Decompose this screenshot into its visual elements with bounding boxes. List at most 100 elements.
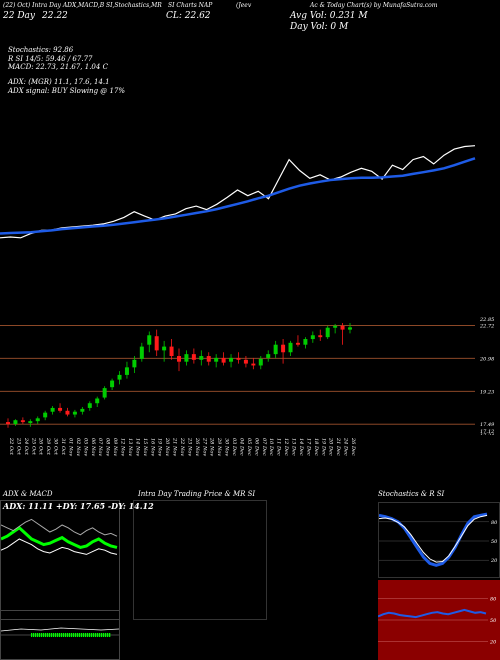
candle-body xyxy=(110,380,115,388)
date-label: 12 Dec xyxy=(283,438,289,456)
macd-line xyxy=(1,627,119,632)
date-label: 06 Nov xyxy=(90,438,96,456)
date-label: 26 Nov xyxy=(194,437,200,456)
date-label: 17 Dec xyxy=(305,438,311,456)
price-overview-chart xyxy=(0,145,476,239)
candle-body xyxy=(251,363,256,366)
macd-bar xyxy=(57,633,59,637)
macd-bar xyxy=(69,633,71,637)
date-label: 13 Nov xyxy=(127,438,133,456)
candle-body xyxy=(229,357,234,362)
adx-lines xyxy=(1,518,118,555)
candle-body xyxy=(6,422,10,424)
date-label: 01 Nov xyxy=(67,438,73,456)
date-label: 04 Dec xyxy=(238,438,244,456)
adx-signal-readout: ADX signal: BUY Slowing @ 17% xyxy=(8,87,126,95)
macd-bar xyxy=(95,633,97,637)
candle-body xyxy=(162,346,167,351)
date-label: 26 Oct xyxy=(38,437,44,456)
price-axis-label: 17.34 xyxy=(480,433,494,435)
rsi-readout: R SI 14/5: 59.46 / 67.77 xyxy=(8,55,93,63)
candle-body xyxy=(236,357,241,360)
rsi-tick: 50 xyxy=(490,618,497,624)
macd-bar xyxy=(73,633,75,637)
macd-bar xyxy=(101,633,103,637)
adx-macd-title: ADX & MACD xyxy=(3,490,53,498)
adx-series-line xyxy=(1,525,118,549)
date-label: 31 Oct xyxy=(60,438,66,456)
macd-bar xyxy=(71,633,73,637)
macd-histogram xyxy=(1,627,119,637)
rsi-lines: 80 50 20 xyxy=(378,596,497,646)
candle-body xyxy=(154,336,159,351)
date-label: 18 Dec xyxy=(313,438,319,456)
candle-body xyxy=(72,411,77,415)
date-label: 29 Nov xyxy=(216,437,222,456)
day-volume: Day Vol: 0 M xyxy=(290,22,349,32)
candle-body xyxy=(102,388,107,398)
candle-body xyxy=(303,339,308,345)
date-label: 14 Dec xyxy=(298,438,304,456)
header-item-2: SI,Stochastics,MR xyxy=(106,2,162,9)
candle-body xyxy=(43,412,48,418)
macd-bar xyxy=(43,633,45,637)
stochastics-lines: 80 50 20 xyxy=(379,512,498,567)
date-label: 22 Nov xyxy=(179,437,185,456)
macd-bar xyxy=(103,633,105,637)
overview-ma-line xyxy=(0,157,476,235)
date-label: 29 Oct xyxy=(45,437,51,456)
rsi-tick: 20 xyxy=(489,640,497,646)
candle-body xyxy=(184,354,189,362)
candle-body xyxy=(318,335,323,338)
adx-readout: ADX: (MGR) 11.1, 17.6, 14.1 xyxy=(8,78,110,86)
adx-series-line xyxy=(1,538,118,555)
header-item-4: (Jeev xyxy=(236,2,252,9)
macd-bar xyxy=(59,633,61,637)
stoch-tick: 50 xyxy=(491,539,498,545)
stochastics-panel: 80 50 20 xyxy=(378,502,500,578)
candle-body xyxy=(221,357,226,363)
avg-volume: Avg Vol: 0.231 M xyxy=(290,11,368,21)
date-label: 20 Nov xyxy=(164,437,170,456)
date-label: 22 Oct xyxy=(8,437,14,456)
date-label: 02 Nov xyxy=(75,438,81,456)
macd-bar xyxy=(75,633,77,637)
date-label: 05 Dec xyxy=(246,438,252,456)
stoch-tick: 80 xyxy=(491,520,498,526)
macd-bar xyxy=(37,633,39,637)
date-label: 21 Nov xyxy=(172,437,178,456)
date-label: 08 Nov xyxy=(105,438,111,456)
macd-bar xyxy=(31,633,33,637)
macd-bar xyxy=(85,633,87,637)
candle-body xyxy=(206,356,211,362)
candle-body xyxy=(65,410,70,415)
price-axis-label: 22.72 xyxy=(479,323,494,329)
macd-panel xyxy=(0,610,120,660)
macd-bar xyxy=(45,633,47,637)
date-label: 28 Nov xyxy=(209,437,215,456)
adx-series-line xyxy=(1,518,118,537)
day-label: 22 Day xyxy=(3,11,35,21)
date-label: 03 Dec xyxy=(231,438,237,456)
macd-bar xyxy=(89,633,91,637)
price-axis-label: 20.98 xyxy=(479,356,494,362)
date-label: 09 Nov xyxy=(112,438,118,456)
close-label: CL: 22.62 xyxy=(166,11,211,21)
candle-body xyxy=(28,421,33,424)
candle-body xyxy=(214,357,219,362)
macd-bar xyxy=(53,633,55,637)
date-label: 21 Dec xyxy=(335,437,341,456)
macd-bar xyxy=(99,633,101,637)
date-label: 14 Nov xyxy=(134,438,140,456)
date-label: 16 Nov xyxy=(149,438,155,456)
candle-body xyxy=(13,420,18,424)
stoch-series-line xyxy=(379,512,488,567)
candle-body xyxy=(243,359,248,364)
date-label: 20 Dec xyxy=(328,437,334,456)
day-value: 22.22 xyxy=(42,11,68,21)
candle-body xyxy=(80,408,85,412)
macd-bar xyxy=(51,633,53,637)
price-axis-label: 22.85 xyxy=(479,317,494,323)
date-label: 27 Nov xyxy=(201,437,207,456)
rsi-series-line xyxy=(378,608,487,619)
